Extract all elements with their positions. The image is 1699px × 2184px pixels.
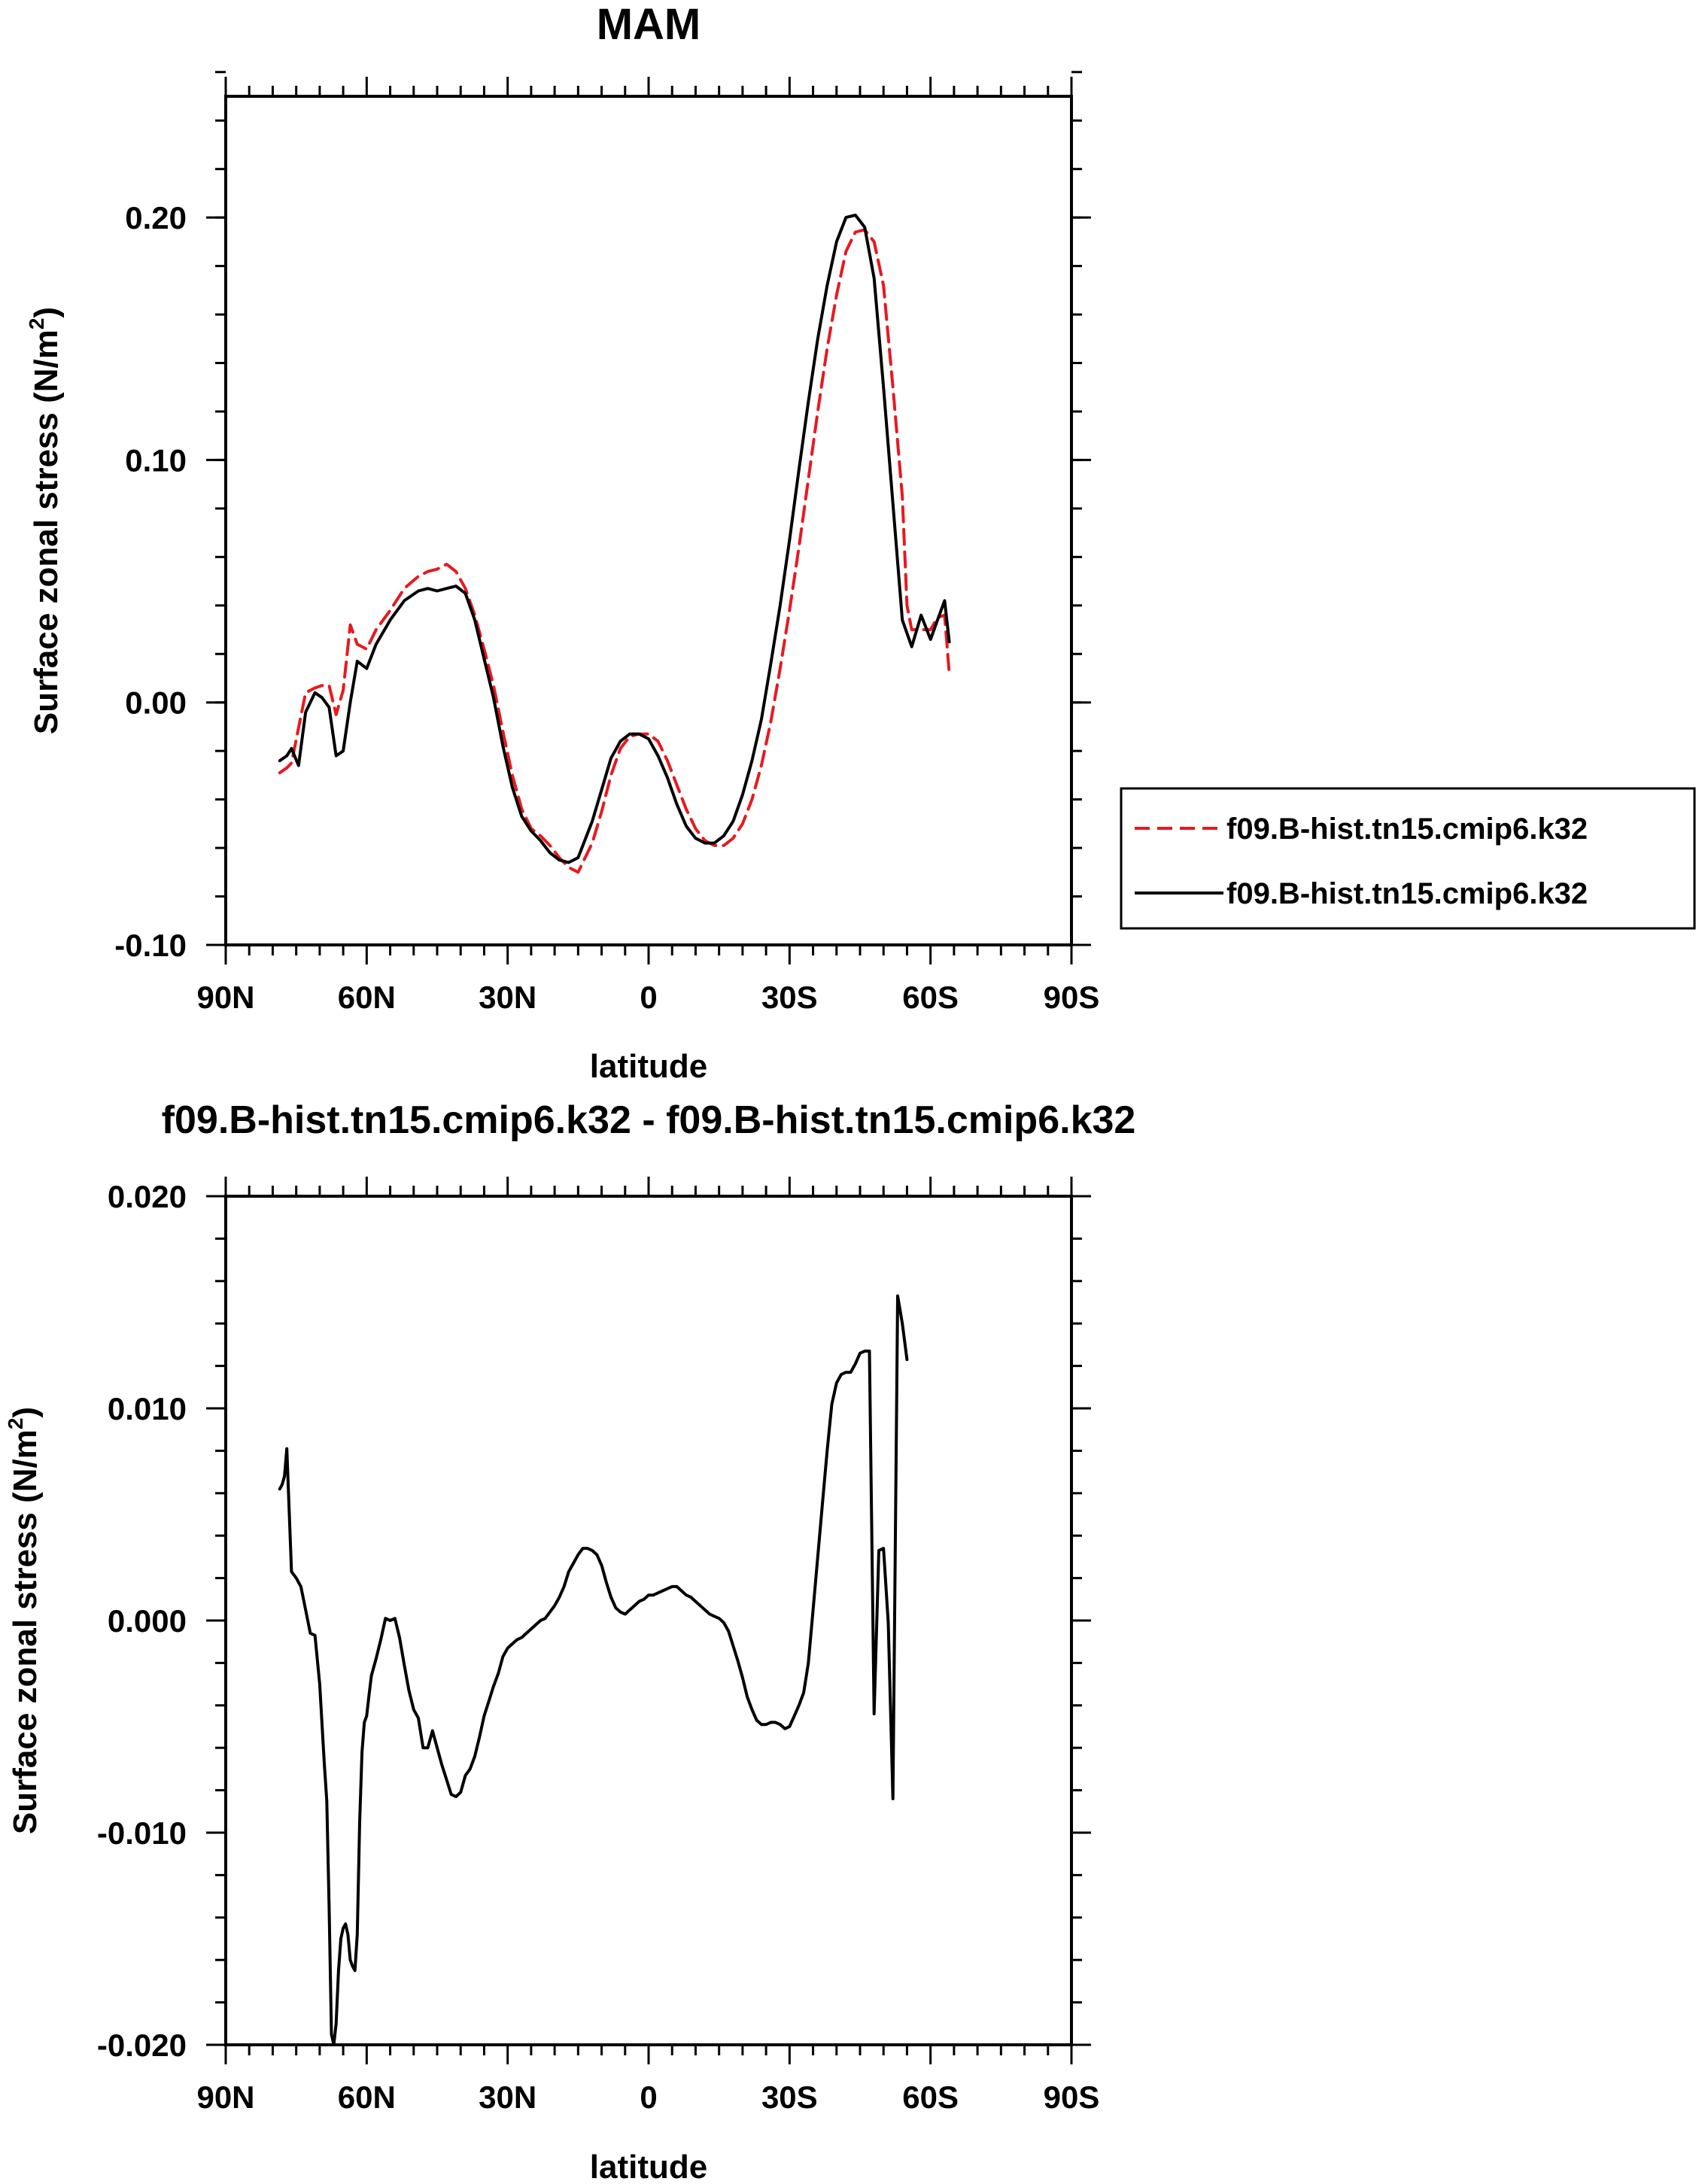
bottom-series-line-1 — [278, 1294, 909, 2046]
top-y-axis-label-sup: 2 — [25, 318, 48, 330]
bottom-ticks: 90N 60N 30N 0 30S 60S 90S -0.020 -0.010 0.000 0.01… — [97, 1177, 1099, 2115]
x-tick-label: 30N — [479, 980, 536, 1015]
bottom-series — [278, 1294, 909, 2046]
y-tick-label: 0.010 — [108, 1391, 187, 1426]
x-tick-label: 90S — [1044, 980, 1100, 1015]
top-ticks: 90N 60N 30N 0 30S 60S 90S -0.10 0.00 0.10 0.20 — [114, 71, 1100, 1015]
top-y-axis-label-end: ) — [28, 307, 65, 318]
y-tick-label: -0.10 — [114, 928, 187, 963]
y-tick-label: 0.00 — [125, 685, 187, 721]
x-tick-label: 60N — [338, 980, 396, 1015]
top-x-axis-label: latitude — [590, 1048, 707, 1085]
x-tick-label: 60S — [902, 2079, 959, 2115]
bottom-chart-title: f09.B-hist.tn15.cmip6.k32 - f09.B-hist.t… — [162, 1098, 1136, 1142]
top-plot-frame — [224, 95, 1073, 946]
x-tick-label: 90N — [196, 2079, 254, 2115]
x-tick-label: 0 — [640, 980, 657, 1015]
top-panel: MAM 90N 60N 30N 0 30S 60S 90S -0.10 0.00 0.10 0.20… — [25, 0, 1696, 1085]
y-tick-label: 0.20 — [125, 200, 187, 235]
x-tick-label: 90N — [196, 980, 254, 1015]
legend-label-series-2: f09.B-hist.tn15.cmip6.k32 — [1226, 877, 1588, 910]
x-tick-label: 0 — [640, 2079, 657, 2115]
bottom-y-axis-label-main: Surface zonal stress (N/m — [7, 1429, 44, 1834]
legend-label-series-1: f09.B-hist.tn15.cmip6.k32 — [1226, 813, 1588, 846]
bottom-y-axis-label-end: ) — [7, 1407, 44, 1418]
bottom-plot-frame — [224, 1195, 1073, 2046]
legend-box — [1120, 787, 1696, 930]
y-tick-label: -0.010 — [97, 1815, 187, 1851]
bottom-y-axis-label-sup: 2 — [4, 1418, 27, 1430]
x-tick-label: 30N — [479, 2079, 536, 2115]
bottom-panel: f09.B-hist.tn15.cmip6.k32 - f09.B-hist.t… — [4, 1098, 1135, 2184]
y-tick-label: 0.10 — [125, 442, 187, 478]
x-tick-label: 30S — [761, 980, 818, 1015]
top-series-line-2 — [278, 213, 951, 864]
y-tick-label: 0.020 — [108, 1179, 187, 1214]
y-tick-label: 0.000 — [108, 1603, 187, 1639]
top-series — [278, 213, 951, 874]
y-tick-label: -0.020 — [97, 2028, 187, 2063]
x-tick-label: 90S — [1044, 2079, 1100, 2115]
x-tick-label: 60S — [902, 980, 959, 1015]
legend: f09.B-hist.tn15.cmip6.k32 f09.B-hist.tn1… — [1120, 787, 1696, 930]
x-tick-label: 60N — [338, 2079, 396, 2115]
bottom-y-axis-label: Surface zonal stress (N/m2) — [4, 1407, 44, 1834]
top-y-axis-label-main: Surface zonal stress (N/m — [28, 330, 65, 734]
bottom-x-axis-label: latitude — [590, 2149, 707, 2184]
top-y-axis-label: Surface zonal stress (N/m2) — [25, 307, 65, 734]
top-series-line-1 — [278, 228, 951, 874]
x-tick-label: 30S — [761, 2079, 818, 2115]
top-chart-title: MAM — [597, 0, 701, 49]
